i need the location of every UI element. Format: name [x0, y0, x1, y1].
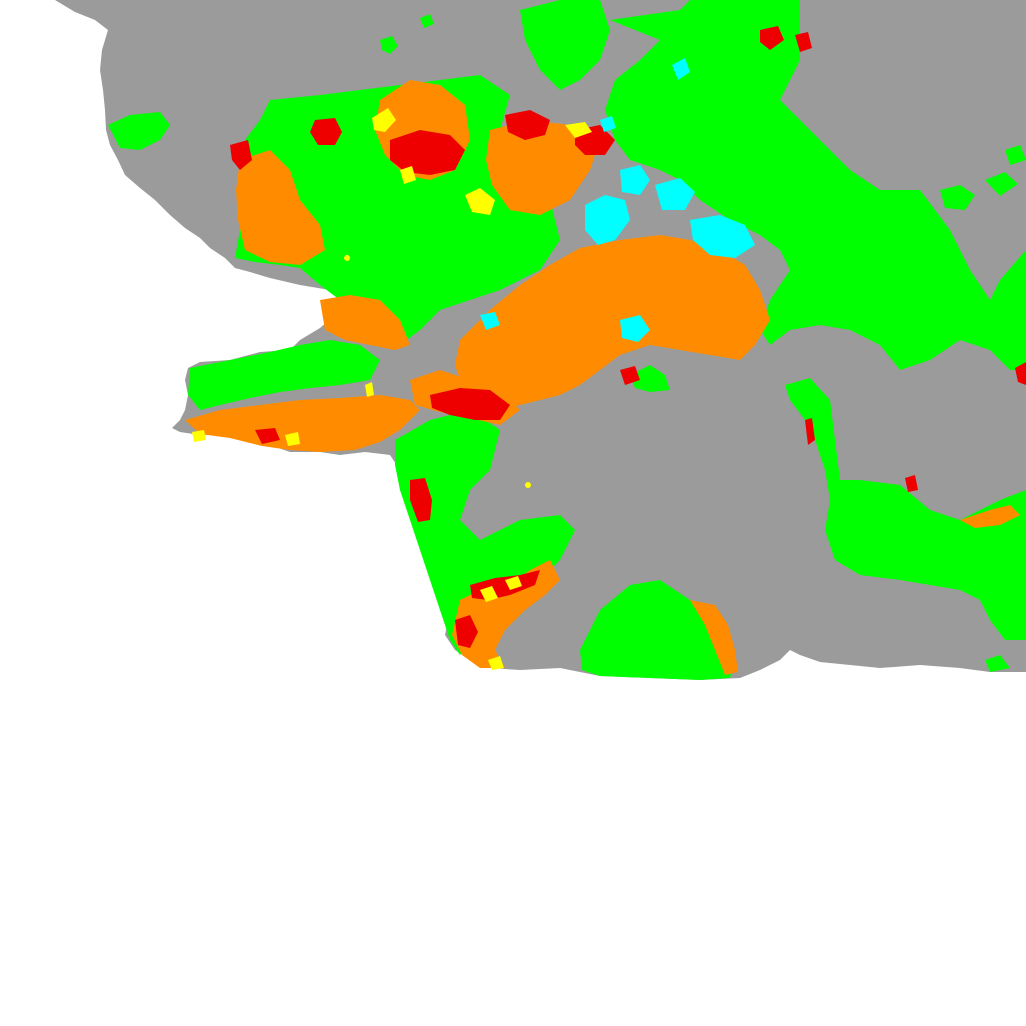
green-region: [188, 340, 380, 410]
cyan-region: [620, 315, 650, 342]
yellow-region: [565, 122, 592, 138]
orange-regions: [185, 80, 1020, 675]
green-region: [985, 655, 1010, 672]
green-region: [520, 0, 610, 90]
green-region: [605, 0, 1026, 370]
green-region: [1005, 145, 1026, 165]
red-region: [390, 130, 465, 175]
cyan-region: [480, 312, 500, 330]
orange-region: [455, 235, 770, 410]
green-region: [420, 14, 434, 28]
red-regions: [230, 26, 1026, 648]
green-region: [985, 172, 1018, 196]
green-region: [940, 185, 975, 210]
green-region: [380, 36, 398, 54]
red-region: [430, 388, 510, 420]
red-region: [230, 140, 252, 170]
yellow-region: [344, 255, 350, 261]
green-region: [630, 365, 670, 392]
yellow-region: [372, 108, 396, 132]
yellow-region: [505, 576, 522, 590]
orange-region: [486, 120, 600, 215]
cyan-region: [585, 195, 630, 245]
red-region: [805, 418, 815, 445]
cyan-regions: [480, 58, 755, 342]
cyan-region: [620, 165, 650, 195]
yellow-region: [480, 586, 498, 602]
orange-region: [690, 600, 738, 675]
green-region: [580, 580, 735, 680]
orange-region: [236, 150, 325, 265]
green-regions: [108, 0, 1026, 680]
green-region: [785, 378, 1026, 640]
cyan-region: [672, 58, 690, 80]
orange-region: [320, 295, 410, 350]
orange-region: [185, 395, 420, 452]
yellow-region: [192, 430, 206, 442]
yellow-region: [525, 482, 531, 488]
cyan-region: [655, 178, 695, 210]
red-region: [410, 478, 432, 522]
red-region: [1015, 362, 1026, 385]
yellow-region: [465, 188, 495, 215]
green-region: [395, 410, 575, 655]
red-region: [795, 32, 812, 52]
yellow-region: [365, 382, 374, 397]
red-region: [455, 615, 478, 648]
green-region: [235, 75, 560, 345]
red-region: [760, 26, 784, 50]
yellow-regions: [192, 108, 592, 670]
red-region: [905, 475, 918, 492]
red-region: [310, 118, 342, 145]
orange-region: [960, 505, 1020, 528]
yellow-region: [285, 432, 300, 446]
red-region: [620, 366, 640, 385]
orange-region: [452, 560, 560, 668]
yellow-region: [488, 656, 504, 670]
red-region: [255, 428, 280, 444]
cyan-region: [600, 116, 616, 132]
cyan-region: [690, 215, 755, 258]
red-region: [505, 110, 550, 140]
green-region: [108, 112, 170, 150]
yellow-region: [400, 166, 416, 184]
